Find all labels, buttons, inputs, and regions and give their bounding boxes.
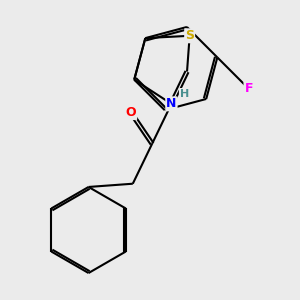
Text: F: F bbox=[244, 82, 253, 95]
Text: O: O bbox=[126, 106, 136, 119]
Text: N: N bbox=[166, 97, 177, 110]
Text: S: S bbox=[185, 29, 194, 42]
Text: H: H bbox=[180, 89, 189, 99]
